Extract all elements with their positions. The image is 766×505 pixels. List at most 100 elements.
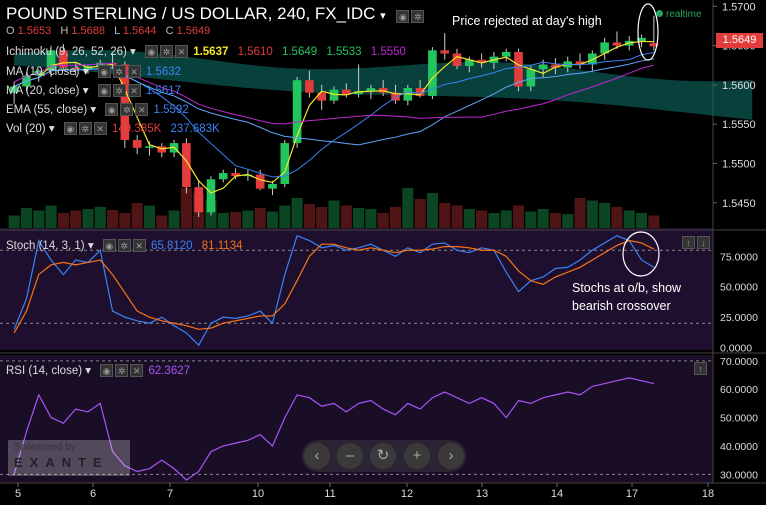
chevron-down-icon[interactable]: ▾ — [380, 10, 386, 22]
candle-body — [341, 89, 351, 95]
sponsor-badge[interactable]: Sponsored by EXANTE — [8, 440, 130, 476]
arrow-up-icon[interactable]: ↑ — [694, 362, 707, 375]
close-icon[interactable]: ✕ — [127, 84, 141, 98]
eye-icon[interactable]: ◉ — [105, 103, 119, 117]
candle-body — [415, 88, 425, 96]
ma10-label: MA (10, close) — [6, 66, 80, 78]
volume-bar — [402, 188, 414, 228]
stoch-tick-label: 75.0000 — [720, 251, 758, 263]
close-label: C — [165, 25, 174, 37]
close-icon[interactable]: ✕ — [132, 239, 146, 253]
gear-icon[interactable]: ✲ — [78, 122, 92, 136]
close-icon[interactable]: ✕ — [130, 364, 144, 378]
gear-icon[interactable]: ✲ — [115, 364, 129, 378]
stoch-tick-label: 25.0000 — [720, 312, 758, 324]
volume-bar — [45, 205, 57, 228]
volume-bar — [279, 205, 291, 228]
ichimoku-kijun-value: 1.5610 — [237, 46, 273, 58]
gear-icon[interactable]: ✲ — [112, 84, 126, 98]
volume-bar — [143, 205, 156, 228]
arrow-down-icon[interactable]: ↓ — [697, 236, 710, 249]
time-tick-label: 5 — [15, 488, 21, 500]
indicator-stoch[interactable]: Stoch (14, 3, 1) ▾ ◉ ✲ ✕ 65.8120 81.1134 — [6, 239, 243, 253]
scroll-left-button[interactable]: ‹ — [304, 443, 330, 469]
chart-title[interactable]: POUND STERLING / US DOLLAR, 240, FX_IDC … — [6, 4, 426, 25]
high-value: 1.5688 — [71, 25, 106, 37]
eye-icon[interactable]: ◉ — [396, 9, 410, 23]
ema55-value: 1.5592 — [153, 104, 189, 116]
volume-bar — [586, 200, 598, 228]
price-tick-label: 1.5550 — [722, 119, 756, 131]
candle-body — [46, 50, 56, 71]
candle-body — [194, 187, 203, 213]
time-tick-label: 11 — [324, 488, 335, 500]
title-buttons: ◉ ✲ — [396, 5, 426, 25]
candle-body — [120, 64, 130, 140]
ema55-label: EMA (55, close) — [6, 104, 88, 116]
ma10-value: 1.5632 — [145, 66, 182, 78]
candle-body — [600, 42, 609, 54]
indicator-ma10[interactable]: MA (10, close) ▾ ◉ ✲ ✕ 1.5632 — [6, 65, 182, 79]
indicator-ma20[interactable]: MA (20, close) ▾ ◉ ✲ ✕ 1.5617 — [6, 84, 182, 98]
volume-bar — [180, 188, 192, 228]
gear-icon[interactable]: ✲ — [159, 45, 173, 59]
reset-button[interactable]: ↻ — [370, 443, 396, 469]
volume-bar — [303, 204, 315, 228]
close-icon[interactable]: ✕ — [93, 122, 107, 136]
candle-body — [71, 67, 80, 70]
high-label: H — [60, 25, 69, 37]
volume-bar — [389, 207, 402, 228]
volume-bar — [8, 215, 20, 228]
volume-bar — [599, 203, 611, 228]
candle-body — [612, 42, 622, 46]
close-icon[interactable]: ✕ — [174, 45, 188, 59]
zoom-out-button[interactable]: – — [337, 443, 363, 469]
scroll-right-button[interactable]: › — [438, 443, 464, 469]
stoch-annotation-line-1: Stochs at o/b, show — [572, 281, 682, 295]
eye-icon[interactable]: ◉ — [97, 84, 111, 98]
volume-bar — [426, 193, 438, 228]
eye-icon[interactable]: ◉ — [144, 45, 158, 59]
gear-icon[interactable]: ✲ — [112, 65, 126, 79]
ichimoku-chikou-value: 1.5649 — [281, 46, 318, 58]
close-icon[interactable]: ✕ — [127, 65, 141, 79]
gear-icon[interactable]: ✲ — [120, 103, 134, 117]
indicator-rsi[interactable]: RSI (14, close) ▾ ◉ ✲ ✕ 62.3627 — [6, 364, 191, 378]
close-icon[interactable]: ✕ — [135, 103, 149, 117]
ichimoku-tenkan-line — [13, 40, 654, 194]
volume-bar — [328, 200, 340, 228]
rsi-pane-buttons: ↑ — [694, 359, 709, 377]
stoch-annotation-line-2: bearish crossover — [572, 299, 671, 313]
indicator-ichimoku[interactable]: Ichimoku (9, 26, 52, 26) ▾ ◉ ✲ ✕ 1.5637 1.… — [6, 45, 406, 59]
candle-body — [440, 50, 450, 54]
candle-body — [477, 59, 486, 63]
candle-body — [268, 183, 277, 189]
candle-body — [218, 172, 228, 180]
candle-body — [206, 179, 216, 213]
status-dot-icon — [656, 10, 663, 17]
rsi-tick-label: 50.0000 — [720, 413, 758, 425]
eye-icon[interactable]: ◉ — [97, 65, 111, 79]
eye-icon[interactable]: ◉ — [100, 364, 114, 378]
gear-icon[interactable]: ✲ — [411, 9, 425, 23]
rsi-tick-label: 60.0000 — [720, 384, 758, 396]
eye-icon[interactable]: ◉ — [63, 122, 77, 136]
volume-bar — [242, 210, 254, 228]
stoch-k-value: 65.8120 — [151, 240, 193, 252]
ohlc-readout: O 1.5653 H 1.5688 L 1.5644 C 1.5649 — [6, 25, 216, 37]
zoom-in-button[interactable]: + — [404, 443, 430, 469]
volume-bar — [463, 209, 475, 228]
candle-body — [649, 43, 659, 47]
candle-body — [575, 61, 585, 65]
indicator-vol[interactable]: Vol (20) ▾ ◉ ✲ ✕ 149.385K 237.683K — [6, 122, 220, 136]
volume-bar — [20, 208, 32, 228]
stoch-d-value: 81.1134 — [201, 240, 243, 252]
rsi-tick-label: 30.0000 — [720, 469, 758, 481]
volume-bar — [230, 212, 242, 228]
volume-bar — [365, 209, 377, 228]
eye-icon[interactable]: ◉ — [102, 239, 116, 253]
arrow-up-icon[interactable]: ↑ — [682, 236, 695, 249]
gear-icon[interactable]: ✲ — [117, 239, 131, 253]
rsi-tick-label: 40.0000 — [720, 441, 758, 453]
indicator-ema55[interactable]: EMA (55, close) ▾ ◉ ✲ ✕ 1.5592 — [6, 103, 189, 117]
